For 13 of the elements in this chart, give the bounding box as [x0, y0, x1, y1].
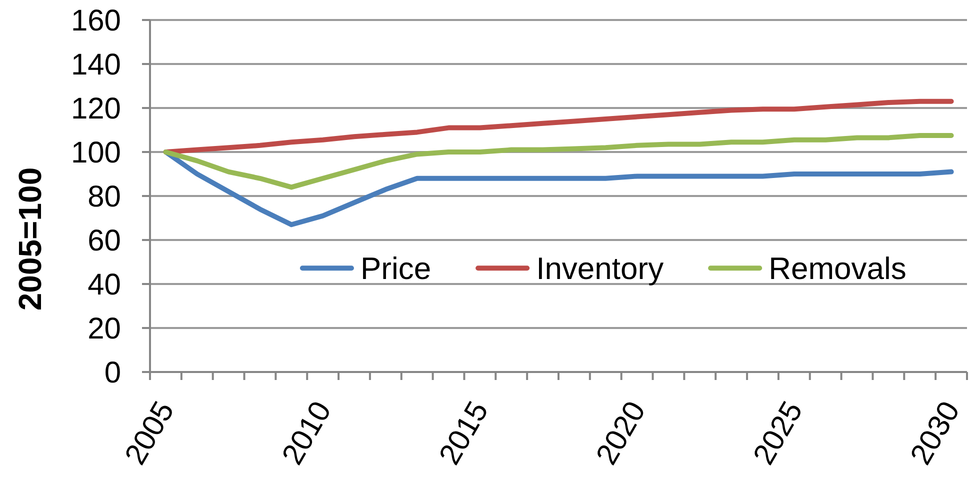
- y-tick-label: 160: [70, 4, 121, 38]
- y-tick-label: 80: [88, 180, 121, 214]
- y-tick-label: 120: [70, 92, 121, 126]
- y-tick-label: 100: [70, 136, 121, 170]
- y-tick-label: 140: [70, 48, 121, 82]
- y-tick-label: 40: [88, 268, 121, 302]
- legend-label: Removals: [768, 251, 906, 286]
- y-tick-label: 60: [88, 224, 121, 258]
- y-axis-title: 2005=100: [12, 167, 48, 311]
- y-tick-label: 0: [104, 356, 121, 390]
- y-tick-label: 20: [88, 312, 121, 346]
- legend-label: Inventory: [536, 251, 664, 286]
- legend-label: Price: [360, 251, 432, 286]
